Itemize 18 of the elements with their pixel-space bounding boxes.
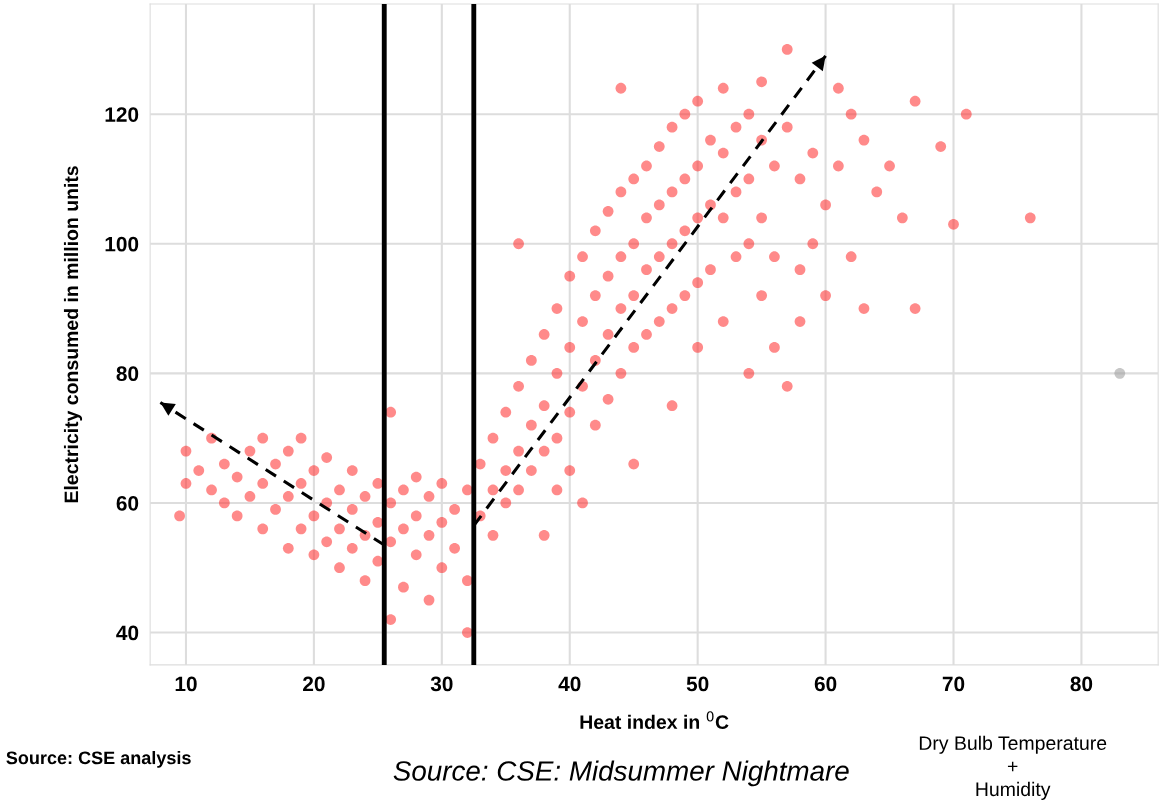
y-tick-label: 120 (105, 107, 139, 122)
source-note: Source: CSE analysis (6, 750, 191, 768)
text: Dry Bulb Temperature + Humidity (919, 735, 1107, 800)
y-tick-label: 100 (105, 236, 139, 252)
y-axis-title: Electricity consumed in million units (63, 166, 83, 503)
x-axis-title: Heat index in $^{0}$C (580, 711, 729, 730)
x-tick-label: 30 (430, 676, 453, 692)
y-tick-label: 40 (116, 625, 139, 641)
x-tick-label: 60 (814, 676, 837, 692)
x-tick-label: 20 (303, 676, 325, 692)
y-tick-label: 80 (116, 366, 139, 382)
source-note: Source: CSE: Midsummer Nightmare (393, 760, 849, 787)
x-tick-label: 40 (558, 676, 581, 692)
x-tick-label: 50 (686, 676, 709, 692)
x-tick-label: 10 (175, 676, 197, 692)
x-tick-label: 80 (1070, 676, 1093, 692)
x-tick-label: 70 (942, 676, 965, 692)
y-tick-label: 60 (116, 495, 139, 511)
